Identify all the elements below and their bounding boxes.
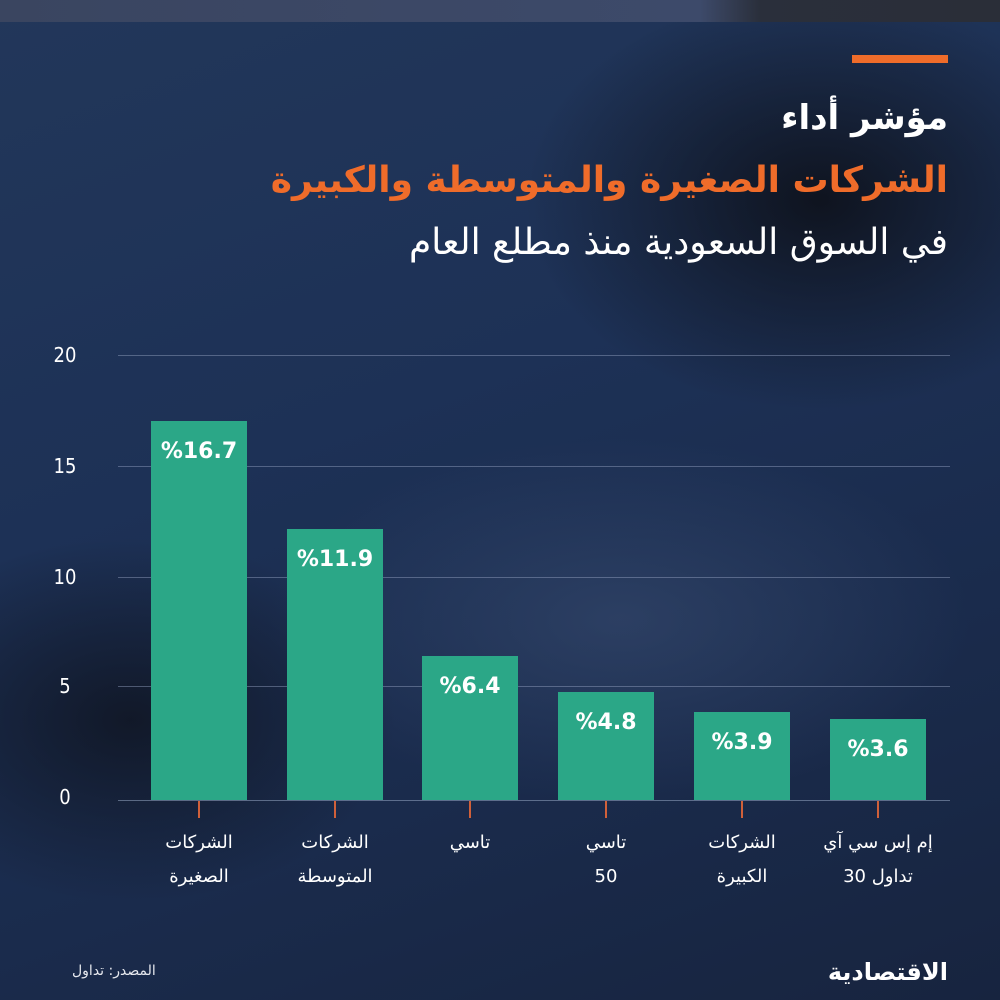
bar-tasi: %6.4	[422, 656, 518, 800]
bar-value-label: %3.6	[847, 737, 909, 762]
gridline-10	[118, 577, 950, 578]
x-label-line2: المتوسطة	[297, 866, 373, 887]
bar-small-caps: %16.7	[151, 421, 247, 800]
x-label-mid-caps: الشركات المتوسطة	[260, 826, 410, 894]
top-bar	[0, 0, 1000, 22]
x-tick	[198, 801, 200, 818]
bar-tasi-50: %4.8	[558, 692, 654, 800]
accent-line	[852, 55, 948, 63]
y-tick-15: 15	[53, 454, 77, 478]
x-tick	[469, 801, 471, 818]
bar-value-label: %4.8	[575, 710, 637, 735]
x-label-line1: تاسي	[585, 832, 627, 853]
x-label-msci-tadawul-30: إم إس سي آي تداول 30	[803, 826, 953, 894]
x-tick	[741, 801, 743, 818]
x-label-line2: الصغيرة	[169, 866, 229, 887]
x-label-line2: الكبيرة	[716, 866, 768, 887]
y-tick-20: 20	[53, 343, 77, 367]
gridline-20	[118, 355, 950, 356]
x-tick	[877, 801, 879, 818]
x-label-line1: تاسي	[449, 832, 491, 853]
gridline-5	[118, 686, 950, 687]
x-tick	[605, 801, 607, 818]
y-tick-0: 0	[59, 785, 71, 809]
x-label-line1: الشركات	[165, 832, 233, 853]
x-label-line1: الشركات	[708, 832, 776, 853]
y-tick-10: 10	[53, 565, 77, 589]
x-label-tasi: تاسي	[395, 826, 545, 860]
gridline-15	[118, 466, 950, 467]
bar-value-label: %16.7	[160, 439, 238, 464]
x-axis-baseline	[118, 800, 950, 801]
y-tick-5: 5	[59, 674, 71, 698]
x-tick	[334, 801, 336, 818]
title-line-1: مؤشر أداء	[781, 98, 948, 138]
x-label-line2: 50	[594, 866, 618, 887]
bar-value-label: %11.9	[296, 547, 374, 572]
x-label-line1: إم إس سي آي	[823, 832, 933, 853]
x-label-large-caps: الشركات الكبيرة	[667, 826, 817, 894]
bar-value-label: %6.4	[439, 674, 501, 699]
bar-large-caps: %3.9	[694, 712, 790, 800]
bar-msci-tadawul-30: %3.6	[830, 719, 926, 800]
x-label-line1: الشركات	[301, 832, 369, 853]
x-label-small-caps: الشركات الصغيرة	[124, 826, 274, 894]
bar-mid-caps: %11.9	[287, 529, 383, 800]
title-line-3: في السوق السعودية منذ مطلع العام	[409, 222, 948, 263]
source-note: المصدر: تداول	[72, 963, 156, 979]
publisher-logo: الاقتصادية	[827, 958, 949, 986]
title-line-2: الشركات الصغيرة والمتوسطة والكبيرة	[270, 160, 948, 201]
x-label-tasi-50: تاسي 50	[531, 826, 681, 894]
bar-value-label: %3.9	[711, 730, 773, 755]
x-label-line2: تداول 30	[843, 866, 913, 887]
